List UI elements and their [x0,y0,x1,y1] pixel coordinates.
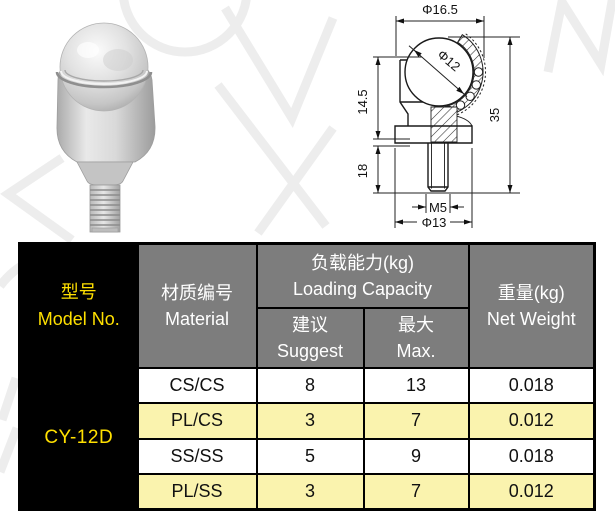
product-photo [55,22,156,233]
weight-cell: 0.012 [467,401,596,440]
dim-stud-length-label: 18 [355,164,370,178]
dim-thread-label: M5 [429,200,447,215]
dim-stud-length: 18 [355,145,410,193]
header-model: 型号 Model No. [18,242,139,369]
stud-outline [427,143,449,192]
technical-drawing: Φ16.5 Φ12 14.5 [355,2,520,230]
header-model-zh: 型号 [60,281,97,302]
material-cell: PL/CS [136,401,258,440]
header-max: 最大 Max. [362,306,470,369]
knurled-edge [454,33,487,117]
material-cell: CS/CS [136,366,258,404]
header-material-en: Material [164,308,230,329]
max-cell: 7 [362,472,470,511]
max-cell: 7 [362,401,470,440]
table-row: SS/SS 5 9 0.018 [20,437,596,475]
suggest-cell: 5 [255,437,365,475]
suggest-cell: 3 [255,401,365,440]
weight-cell: 0.018 [467,366,596,404]
header-max-zh: 最大 [398,314,434,335]
cup-to-flange-edge [454,115,473,127]
neck [76,161,134,186]
header-weight-zh: 重量(kg) [497,282,565,303]
dim-total-height-label: 35 [487,108,502,122]
table-row: CY-12D CS/CS 8 13 0.018 [18,366,596,511]
header-material: 材质编号 Material [136,242,258,369]
weight-cell: 0.018 [467,437,596,475]
header-weight: 重量(kg) Net Weight [467,242,596,369]
header-model-en: Model No. [37,308,120,329]
header-max-en: Max. [396,340,436,361]
material-cell: SS/SS [136,437,258,475]
table-row: PL/CS 3 7 0.012 [20,401,596,440]
header-suggest-zh: 建议 [292,314,328,335]
ball [59,22,149,112]
dim-top-diameter: Φ16.5 [395,2,485,58]
material-cell: PL/SS [136,472,258,511]
cup-rim [55,69,153,89]
header-loading-en: Loading Capacity [292,278,433,299]
threaded-stud [89,184,121,233]
hatch-section-stem [430,106,458,143]
dim-body-height: 14.5 [355,56,422,140]
dim-base-diameter-label: Φ13 [422,215,447,230]
weight-cell: 0.012 [467,472,596,511]
suggest-cell: 8 [255,366,365,404]
header-weight-en: Net Weight [486,308,576,329]
dim-top-diameter-label: Φ16.5 [422,2,458,17]
header-suggest: 建议 Suggest [255,306,365,369]
dim-total-height: 35 [373,36,520,194]
header-loading-capacity: 负载能力(kg) Loading Capacity [255,242,470,309]
max-cell: 13 [362,366,470,404]
spec-table: 型号 Model No. 材质编号 Material 负载能力(kg) Load… [18,242,597,511]
dim-body-height-label: 14.5 [355,89,370,114]
flange-outline [394,125,473,144]
dim-thread: M5 [412,194,464,215]
dim-base-diameter: Φ13 [394,148,473,230]
suggest-cell: 3 [255,472,365,511]
model-number-cell: CY-12D [18,366,139,511]
table-row: PL/SS 3 7 0.012 [20,472,596,511]
max-cell: 9 [362,437,470,475]
header-suggest-en: Suggest [276,340,344,361]
header-material-zh: 材质编号 [161,282,233,303]
header-loading-zh: 负载能力(kg) [311,252,414,273]
